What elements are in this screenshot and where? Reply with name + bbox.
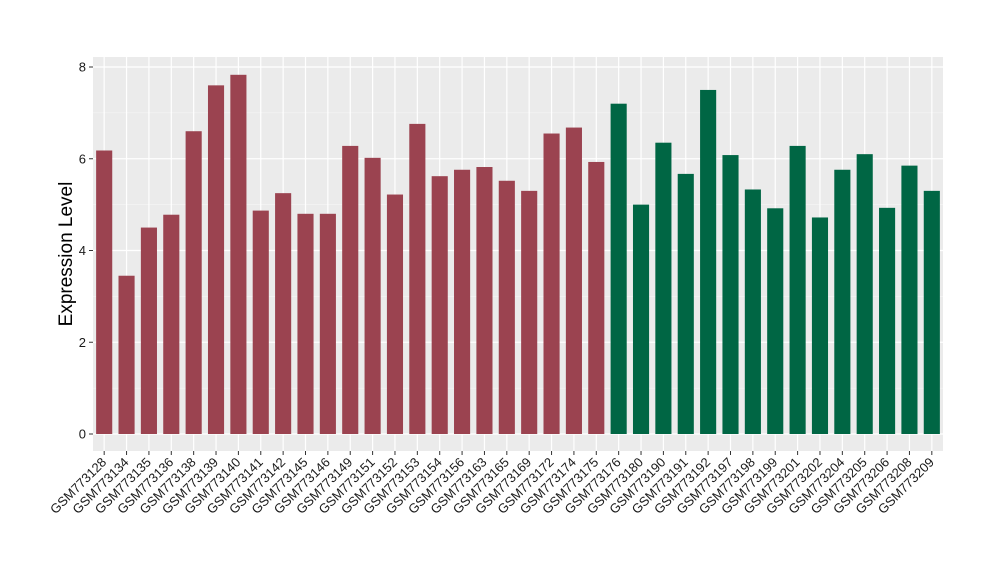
bar-GSM773165 bbox=[498, 180, 515, 434]
y-tick-label: 2 bbox=[79, 335, 86, 350]
bar-GSM773208 bbox=[901, 165, 918, 434]
bar-GSM773209 bbox=[923, 190, 940, 434]
y-tick-label: 8 bbox=[79, 60, 86, 75]
bar-GSM773163 bbox=[476, 167, 493, 434]
bar-GSM773134 bbox=[118, 275, 135, 434]
bar-GSM773192 bbox=[700, 89, 717, 434]
bar-GSM773197 bbox=[722, 155, 739, 434]
bar-GSM773140 bbox=[230, 74, 247, 434]
bar-GSM773138 bbox=[185, 131, 202, 434]
bar-GSM773191 bbox=[677, 173, 694, 435]
bars bbox=[96, 74, 940, 435]
y-tick-label: 4 bbox=[79, 243, 86, 258]
bar-GSM773145 bbox=[297, 213, 314, 434]
y-axis-title: Expression Level bbox=[56, 182, 77, 327]
bar-GSM773136 bbox=[163, 214, 180, 434]
bar-GSM773175 bbox=[588, 161, 605, 434]
bar-GSM773139 bbox=[207, 85, 225, 434]
bar-GSM773180 bbox=[632, 204, 650, 434]
bar-GSM773205 bbox=[856, 154, 873, 434]
bar-GSM773176 bbox=[610, 103, 627, 434]
y-tick-label: 0 bbox=[79, 427, 86, 442]
x-axis: GSM773128GSM773134GSM773135GSM773136GSM7… bbox=[47, 451, 937, 517]
y-axis: 0 2 4 6 8 bbox=[79, 60, 93, 442]
bar-GSM773156 bbox=[454, 169, 471, 434]
bar-GSM773135 bbox=[140, 227, 157, 434]
bar-GSM773202 bbox=[811, 217, 829, 434]
bar-GSM773154 bbox=[431, 176, 448, 434]
bar-GSM773128 bbox=[96, 150, 113, 434]
bar-GSM773142 bbox=[275, 193, 292, 434]
bar-GSM773151 bbox=[364, 157, 381, 434]
bar-GSM773149 bbox=[342, 145, 359, 434]
bar-GSM773201 bbox=[789, 145, 806, 434]
bar-GSM773199 bbox=[767, 208, 784, 434]
bar-GSM773198 bbox=[744, 189, 761, 434]
bar-GSM773169 bbox=[521, 190, 538, 434]
bar-GSM773146 bbox=[319, 213, 336, 434]
y-tick-label: 6 bbox=[79, 151, 86, 166]
bar-GSM773141 bbox=[252, 210, 269, 434]
bar-GSM773190 bbox=[655, 142, 672, 434]
bar-GSM773204 bbox=[834, 169, 851, 434]
bar-GSM773153 bbox=[409, 123, 426, 434]
bar-GSM773206 bbox=[879, 207, 896, 434]
bar-GSM773172 bbox=[543, 133, 560, 435]
bar-GSM773152 bbox=[386, 194, 404, 434]
bar-GSM773174 bbox=[565, 127, 582, 435]
